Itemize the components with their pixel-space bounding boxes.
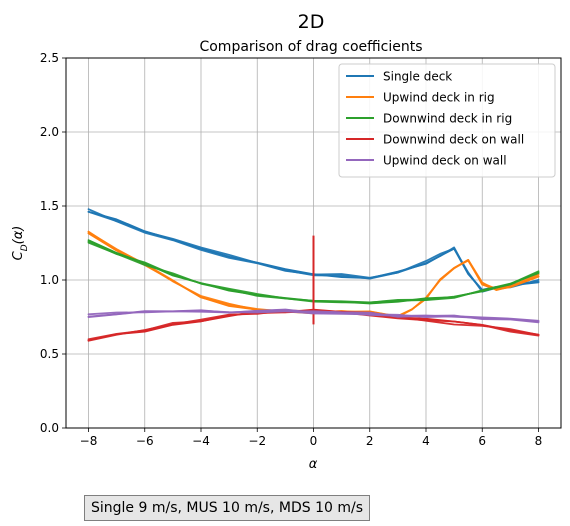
x-tick-label: −2 <box>248 434 266 448</box>
y-tick-label: 1.5 <box>40 199 59 213</box>
x-axis-label: α <box>309 457 318 472</box>
y-tick-label: 2.5 <box>40 51 59 65</box>
y-tick-label: 0.5 <box>40 347 59 361</box>
legend: Single deck Upwind deck in rig Downwind de… <box>338 63 556 178</box>
legend-label-upwind-deck-in-rig: Upwind deck in rig <box>383 91 495 105</box>
chart-title: Comparison of drag coefficients <box>199 39 422 55</box>
legend-label-downwind-deck-on-wall: Downwind deck on wall <box>383 133 524 147</box>
figure-suptitle: 2D <box>298 11 325 33</box>
x-tick-label: 8 <box>535 434 543 448</box>
y-tick-label: 1.0 <box>40 273 59 287</box>
y-tick-label: 2.0 <box>40 125 59 139</box>
legend-label-upwind-deck-on-wall: Upwind deck on wall <box>383 154 507 168</box>
y-label-subscript: D <box>20 244 30 251</box>
x-tick-label: −8 <box>80 434 98 448</box>
x-tick-label: 2 <box>366 434 374 448</box>
legend-label-single-deck: Single deck <box>383 70 452 84</box>
legend-box <box>338 63 556 178</box>
x-tick-label: 4 <box>422 434 430 448</box>
series-line-upwind-deck-in-rig <box>87 230 540 318</box>
x-tick-label: −6 <box>136 434 154 448</box>
x-tick-label: −4 <box>192 434 210 448</box>
legend-label-downwind-deck-in-rig: Downwind deck in rig <box>383 112 512 126</box>
y-tick-label: 0.0 <box>40 421 59 435</box>
series-line-upwind-deck-on-wall <box>87 310 540 322</box>
y-label-argument: (α) <box>11 226 26 245</box>
x-tick-label: 0 <box>310 434 318 448</box>
y-label-main: C <box>11 250 26 260</box>
caption-text: Single 9 m/s, MUS 10 m/s, MDS 10 m/s <box>91 500 363 516</box>
series-line-single-deck <box>87 208 540 293</box>
x-tick-label: 6 <box>478 434 486 448</box>
caption-box: Single 9 m/s, MUS 10 m/s, MDS 10 m/s <box>84 495 370 521</box>
axis-ticks: −8 −6 −4 −2 0 2 4 6 8 0.0 0.5 1.0 1.5 2.0 2.5 <box>40 51 542 448</box>
series-layer <box>87 208 540 342</box>
y-axis-label: CD(α) <box>11 226 30 261</box>
